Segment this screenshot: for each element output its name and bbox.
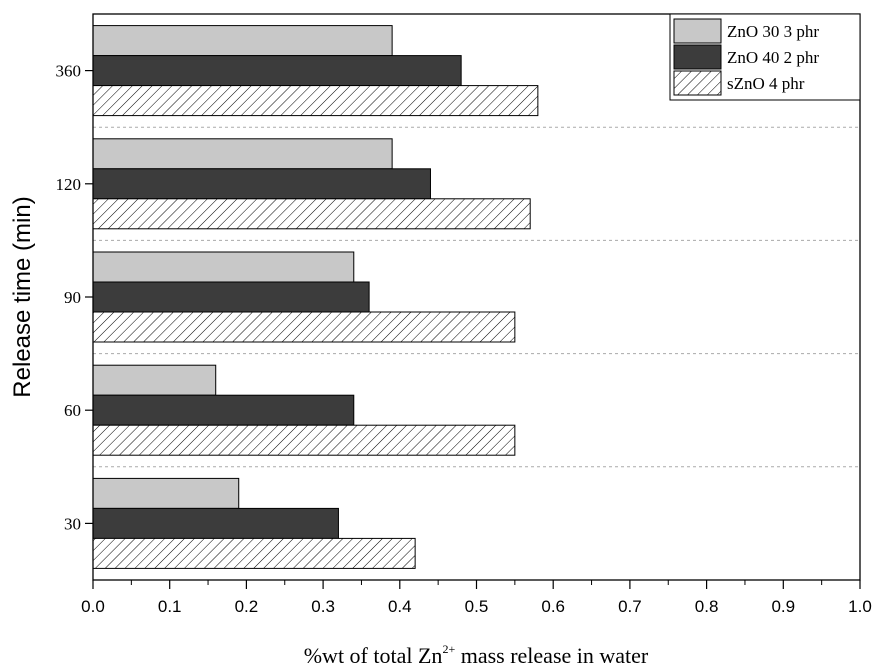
x-tick-label: 0.6: [541, 597, 565, 616]
bar: [92, 55, 462, 87]
x-tick-label: 0.1: [158, 597, 182, 616]
y-tick-label: 30: [64, 514, 81, 533]
y-tick-label: 90: [64, 288, 81, 307]
bars: [92, 25, 539, 569]
x-axis-label-tail: mass release in water: [455, 643, 649, 668]
bar: [92, 394, 355, 426]
x-tick-label: 1.0: [848, 597, 872, 616]
bar: [92, 477, 240, 509]
y-axis: 30 60 90 120 360: [56, 62, 93, 533]
x-axis-label-main: %wt of total Zn: [304, 643, 443, 668]
x-tick-label: 0.4: [388, 597, 412, 616]
x-axis: 0.0 0.1 0.2 0.3 0.4 0.5 0.6 0.7 0.8 0.9 1.0: [81, 580, 872, 616]
x-tick-label: 0.3: [311, 597, 335, 616]
y-tick-label: 360: [56, 62, 82, 81]
x-axis-label-sup: 2+: [442, 642, 455, 656]
x-axis-label: %wt of total Zn2+ mass release in water: [304, 642, 649, 668]
bar: [92, 537, 416, 569]
x-tick-label: 0.2: [235, 597, 259, 616]
legend-swatch: [673, 44, 722, 70]
bar: [92, 25, 393, 57]
y-axis-label: Release time (min): [9, 196, 36, 397]
bar: [92, 311, 516, 343]
x-tick-label: 0.5: [465, 597, 489, 616]
y-tick-label: 120: [56, 175, 82, 194]
legend: ZnO 30 3 phr ZnO 40 2 phr sZnO 4 phr: [669, 13, 861, 101]
x-tick-label: 0.9: [771, 597, 795, 616]
bar: [92, 507, 339, 539]
category-separators: [93, 126, 860, 468]
bar: [92, 168, 431, 200]
y-tick-label: 60: [64, 401, 81, 420]
x-tick-label: 0.0: [81, 597, 105, 616]
x-tick-label: 0.7: [618, 597, 642, 616]
bar: [92, 424, 516, 456]
legend-label: ZnO 30 3 phr: [727, 22, 819, 41]
legend-swatch: [673, 18, 722, 44]
bar: [92, 85, 539, 117]
legend-label: ZnO 40 2 phr: [727, 48, 819, 67]
bar: [92, 364, 217, 396]
bar: [92, 138, 393, 170]
legend-label: sZnO 4 phr: [727, 74, 805, 93]
legend-swatch: [673, 70, 722, 96]
bar: [92, 251, 355, 283]
x-tick-label: 0.8: [695, 597, 719, 616]
bar: [92, 198, 531, 230]
bar: [92, 281, 370, 313]
